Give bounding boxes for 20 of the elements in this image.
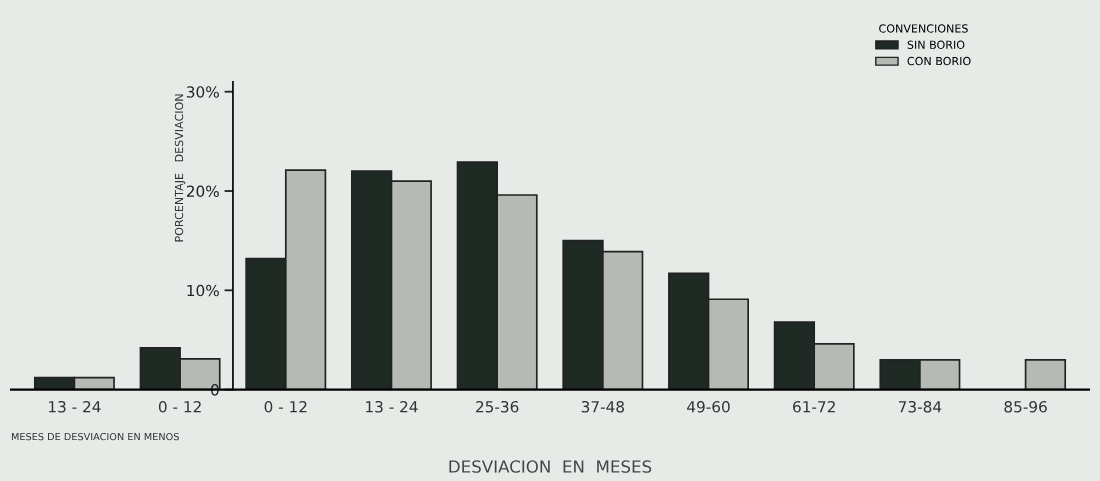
x-tick-label: 13 - 24 <box>49 400 101 413</box>
x-tick-label: 37-48 <box>581 400 624 413</box>
x-tick-label: 49-60 <box>687 400 730 413</box>
y-axis-title: PORCENTAJE DESVIACION <box>174 94 186 242</box>
y-tick-label: 10% <box>187 284 219 297</box>
x-tick-label: 73-84 <box>898 400 942 413</box>
x-tick-label: 13 - 24 <box>366 400 418 413</box>
x-tick-label: 0 - 12 <box>158 400 201 413</box>
legend-label: CON BORIO <box>907 56 971 66</box>
legend-label: SIN BORIO <box>907 40 965 49</box>
x-axis-title: DESVIACION EN MESES <box>449 460 652 473</box>
text: MESES DE DESVIACION EN MENOS <box>11 432 179 441</box>
x-tick-label: 61-72 <box>793 400 835 413</box>
bar <box>1024 358 1067 390</box>
legend-title: CONVENCIONES <box>879 24 968 33</box>
x-tick-label: 0 - 12 <box>264 400 307 413</box>
y-tick-label: 20% <box>186 185 219 198</box>
y-tick-label: 30% <box>186 86 219 98</box>
x-tick-label: 85-96 <box>1004 400 1047 413</box>
x-tick-label: 25-36 <box>476 400 519 413</box>
